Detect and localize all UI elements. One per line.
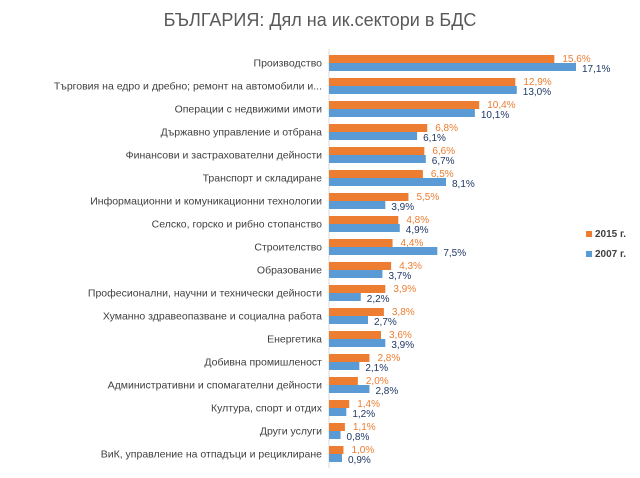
bar-2007	[329, 431, 341, 439]
data-label-2007: 8,1%	[452, 179, 475, 190]
bar-2015	[329, 55, 555, 63]
data-label-2015: 6,6%	[432, 146, 455, 157]
category-label: Селско, горско и рибно стопанство	[152, 219, 323, 231]
category-label: Операции с недвижими имоти	[175, 104, 323, 116]
legend-swatch-2007	[586, 251, 592, 257]
category-label: Професионални, научни и технически дейно…	[88, 288, 322, 300]
data-label-2015: 4,3%	[399, 261, 422, 272]
bar-2007	[329, 316, 368, 324]
bar-2015	[329, 377, 358, 385]
data-label-2015: 3,8%	[392, 307, 415, 318]
category-label: Образование	[257, 265, 322, 277]
data-label-2015: 10,4%	[487, 100, 515, 111]
bar-2015	[329, 78, 516, 86]
category-label: Строителство	[254, 242, 322, 254]
bar-2007	[329, 178, 446, 186]
data-label-2007: 0,8%	[347, 432, 370, 443]
bar-2015	[329, 124, 428, 132]
bar-2015	[329, 400, 350, 408]
legend-swatch-2015	[586, 231, 592, 237]
data-label-2015: 1,1%	[353, 422, 376, 433]
category-label: Производство	[254, 58, 323, 70]
bar-2015	[329, 239, 393, 247]
category-label: Култура, спорт и отдих	[211, 403, 323, 415]
category-label: Добивна промишленост	[204, 357, 322, 369]
category-label: Други услуги	[260, 426, 322, 438]
bar-2007	[329, 155, 426, 163]
data-label-2007: 2,7%	[374, 317, 397, 328]
data-label-2007: 13,0%	[523, 87, 551, 98]
legend-label-2007: 2007 г.	[595, 249, 626, 260]
bar-2015	[329, 193, 409, 201]
category-label: Хуманно здравеопазване и социална работа	[103, 311, 322, 323]
bar-2007	[329, 201, 386, 209]
bar-2007	[329, 454, 342, 462]
data-label-2015: 2,8%	[377, 353, 400, 364]
category-label: Държавно управление и отбрана	[161, 127, 323, 139]
data-label-2007: 0,9%	[348, 455, 371, 466]
bar-2015	[329, 354, 370, 362]
bar-2015	[329, 101, 480, 109]
bar-2007	[329, 293, 361, 301]
category-label: Търговия на едро и дребно; ремонт на авт…	[54, 81, 322, 93]
data-label-2015: 2,0%	[366, 376, 389, 387]
data-label-2007: 1,2%	[352, 409, 375, 420]
bar-2015	[329, 423, 345, 431]
data-label-2007: 4,9%	[406, 225, 429, 236]
data-label-2015: 5,5%	[416, 192, 439, 203]
category-label: Енергетика	[267, 334, 322, 346]
data-label-2015: 1,4%	[357, 399, 380, 410]
bar-2007	[329, 247, 438, 255]
data-label-2015: 1,0%	[351, 445, 374, 456]
chart-title: БЪЛГАРИЯ: Дял на ик.сектори в БДС	[163, 10, 477, 30]
bar-2007	[329, 408, 347, 416]
data-label-2007: 6,1%	[423, 133, 446, 144]
data-label-2015: 12,9%	[523, 77, 551, 88]
data-label-2015: 3,6%	[389, 330, 412, 341]
data-label-2007: 7,5%	[443, 248, 466, 259]
data-label-2007: 6,7%	[432, 156, 455, 167]
data-label-2015: 3,9%	[393, 284, 416, 295]
data-label-2007: 2,8%	[375, 386, 398, 397]
bar-2007	[329, 109, 475, 117]
bar-2007	[329, 132, 418, 140]
data-label-2015: 4,4%	[401, 238, 424, 249]
data-label-2007: 10,1%	[481, 110, 509, 121]
data-label-2007: 2,1%	[365, 363, 388, 374]
bar-2015	[329, 285, 386, 293]
data-label-2007: 3,7%	[388, 271, 411, 282]
category-label: ВиК, управление на отпадъци и рециклиран…	[101, 449, 322, 461]
data-label-2015: 15,6%	[562, 54, 590, 65]
category-label: Транспорт и складиране	[203, 173, 323, 185]
bar-2015	[329, 262, 392, 270]
bar-2015	[329, 170, 423, 178]
bar-2015	[329, 216, 399, 224]
bar-2015	[329, 147, 425, 155]
legend-label-2015: 2015 г.	[595, 229, 626, 240]
bar-2007	[329, 270, 383, 278]
category-label: Административни и спомагателни дейности	[108, 380, 322, 392]
data-label-2007: 17,1%	[582, 64, 610, 75]
category-label: Информационни и комуникационни технологи…	[90, 196, 322, 208]
bar-2015	[329, 331, 381, 339]
data-label-2007: 3,9%	[391, 202, 414, 213]
bar-2007	[329, 339, 386, 347]
bar-2007	[329, 362, 360, 370]
data-label-2015: 6,5%	[431, 169, 454, 180]
bar-2007	[329, 63, 576, 71]
bar-2007	[329, 86, 517, 94]
data-label-2007: 2,2%	[367, 294, 390, 305]
bar-2007	[329, 385, 370, 393]
category-label: Финансови и застрахователни дейности	[126, 150, 322, 162]
bar-2015	[329, 446, 344, 454]
bar-2015	[329, 308, 384, 316]
bar-2007	[329, 224, 400, 232]
data-label-2015: 4,8%	[406, 215, 429, 226]
data-label-2007: 3,9%	[391, 340, 414, 351]
data-label-2015: 6,8%	[435, 123, 458, 134]
